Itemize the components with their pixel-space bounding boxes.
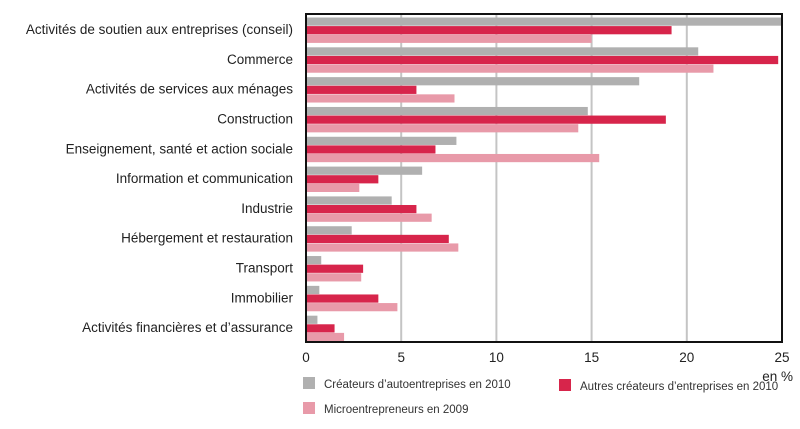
bar-series-3-8: [306, 243, 459, 252]
bar-series-3-4: [306, 124, 579, 133]
category-label: Enseignement, santé et action sociale: [66, 141, 293, 156]
bar-series-1-5: [306, 136, 457, 145]
x-tick-label: 15: [584, 350, 599, 365]
bar-series-2-5: [306, 145, 436, 154]
bar-series-2-1: [306, 26, 672, 35]
bar-series-2-6: [306, 175, 379, 184]
bar-series-3-5: [306, 153, 600, 163]
bar-series-3-7: [306, 213, 432, 222]
bar-series-3-11: [306, 332, 345, 342]
legend-label-3: Microentrepreneurs en 2009: [324, 404, 468, 416]
bar-series-3-10: [306, 303, 398, 312]
bar-series-2-8: [306, 234, 449, 244]
bar-series-2-4: [306, 115, 666, 124]
bar-series-3-1: [306, 34, 592, 43]
x-tick-label: 20: [679, 350, 694, 365]
category-label: Hébergement et restauration: [121, 231, 293, 246]
bar-series-1-10: [306, 285, 320, 295]
x-tick-label: 0: [302, 350, 310, 365]
legend-swatch-3: [303, 402, 315, 414]
bar-series-2-11: [306, 324, 335, 333]
category-label: Immobilier: [231, 290, 294, 305]
bar-series-3-9: [306, 273, 362, 282]
bar-series-1-2: [306, 47, 699, 56]
x-tick-label: 10: [489, 350, 504, 365]
bar-series-2-3: [306, 85, 417, 94]
bar-series-2-10: [306, 294, 379, 303]
bar-series-3-6: [306, 183, 360, 192]
legend-swatch-1: [303, 377, 315, 389]
x-tick-label: 25: [774, 350, 789, 365]
bar-series-2-9: [306, 264, 364, 273]
x-axis-unit-label: en %: [762, 369, 793, 384]
bar-series-1-9: [306, 256, 322, 265]
bar-series-2-2: [306, 55, 779, 65]
category-label: Information et communication: [116, 171, 293, 186]
legend-swatch-2: [559, 379, 571, 391]
category-label: Commerce: [227, 52, 293, 67]
bar-series-1-11: [306, 315, 318, 324]
category-label: Industrie: [241, 201, 293, 216]
x-tick-label: 5: [397, 350, 405, 365]
category-label: Activités de services aux ménages: [86, 82, 293, 97]
bar-series-3-3: [306, 94, 455, 103]
category-label: Activités financières et d’assurance: [82, 320, 293, 335]
bar-series-1-7: [306, 196, 392, 205]
bar-series-1-4: [306, 106, 588, 116]
plot-area-frame: [305, 13, 783, 343]
bar-series-1-1: [306, 17, 782, 26]
legend-label-2: Autres créateurs d’entreprises en 2010: [580, 381, 778, 393]
category-label: Transport: [236, 261, 294, 276]
bar-series-3-2: [306, 64, 714, 73]
legend-label-1: Créateurs d’autoentreprises en 2010: [324, 379, 511, 391]
category-label: Activités de soutien aux entreprises (co…: [26, 22, 293, 37]
bar-series-1-8: [306, 226, 352, 235]
category-label: Construction: [217, 111, 293, 126]
bar-series-2-7: [306, 205, 417, 214]
bar-series-1-6: [306, 166, 423, 175]
bar-series-1-3: [306, 77, 640, 86]
